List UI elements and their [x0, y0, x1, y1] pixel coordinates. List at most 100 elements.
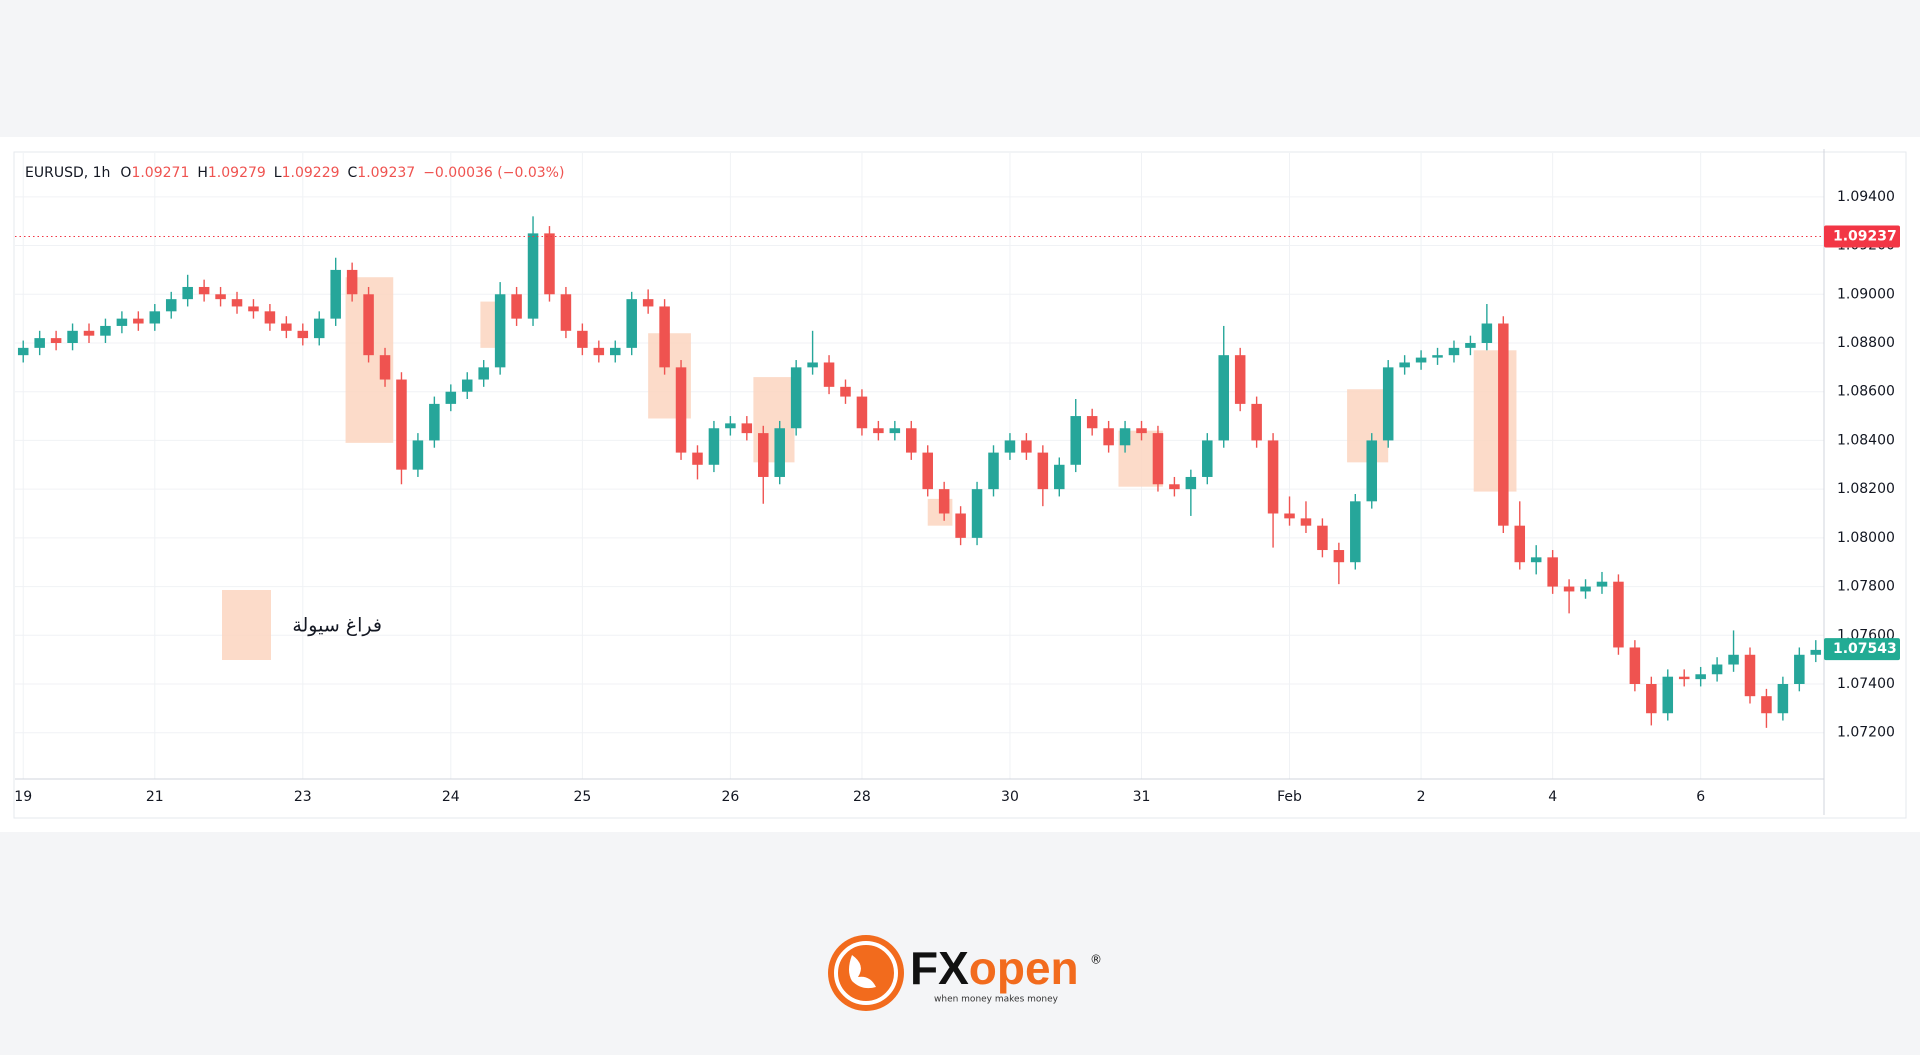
- y-tick-label: 1.08200: [1837, 481, 1895, 497]
- candle-body: [346, 269, 358, 295]
- candle-body: [560, 294, 572, 331]
- candle-body: [807, 362, 818, 368]
- candle-body: [1744, 654, 1756, 697]
- candle-body: [1629, 647, 1641, 685]
- candle-body: [1218, 355, 1230, 441]
- candle-body: [133, 318, 144, 324]
- candle-body: [1284, 513, 1295, 519]
- candle-body: [1037, 452, 1049, 490]
- x-tick-label: 24: [442, 789, 460, 805]
- candle-body: [116, 318, 128, 326]
- candle-body: [1300, 518, 1312, 526]
- candle-body: [1498, 323, 1509, 526]
- ohlc-value: 1.09237: [357, 165, 415, 181]
- candle-body: [231, 299, 243, 307]
- candle-body: [1333, 550, 1345, 563]
- logo-icon: [828, 935, 904, 1011]
- candle-body: [626, 299, 637, 348]
- candle-body: [1530, 557, 1542, 563]
- logo-icon-figure: [849, 955, 876, 989]
- y-tick-label: 1.07200: [1837, 725, 1895, 741]
- legend-label: فراغ سيولة: [292, 615, 382, 637]
- price-label-box: [1824, 638, 1900, 661]
- candle-body: [609, 347, 621, 356]
- candle-body: [1580, 586, 1591, 592]
- candle-body: [922, 452, 933, 490]
- candle-body: [511, 294, 522, 319]
- candle-body: [1613, 581, 1624, 648]
- candle-body: [50, 338, 62, 343]
- candle-body: [1234, 355, 1246, 404]
- y-tick-label: 1.08400: [1837, 432, 1895, 448]
- ohlc-key: C: [348, 165, 358, 181]
- candle-body: [659, 306, 670, 368]
- symbol: EURUSD, 1h: [25, 165, 110, 181]
- candle-body: [971, 489, 983, 538]
- logo-icon-ring: [834, 941, 898, 1005]
- candle-body: [1514, 525, 1526, 563]
- candle-body: [1004, 440, 1016, 453]
- candle-body: [1415, 357, 1427, 363]
- candle-body: [149, 311, 161, 324]
- candle-body: [1448, 347, 1460, 356]
- ohlc-value: 1.09279: [208, 165, 266, 181]
- candle-body: [297, 330, 309, 339]
- candle-body: [396, 379, 407, 470]
- x-tick-label: 26: [721, 789, 739, 805]
- candle-body: [1350, 501, 1361, 563]
- logo-text: FXopen: [910, 942, 1079, 994]
- candle-body: [445, 391, 457, 404]
- y-tick-label: 1.08600: [1837, 384, 1895, 400]
- candle-body: [182, 286, 193, 300]
- candle-body: [1021, 440, 1032, 453]
- candle-body: [1777, 684, 1789, 714]
- header: EURUSD, 1h O1.09271 H1.09279 L1.09229 C1.092…: [25, 165, 564, 181]
- y-tick-label: 1.09000: [1837, 286, 1895, 302]
- candle-body: [1382, 367, 1394, 441]
- candle-body: [461, 379, 473, 392]
- candle-body: [1399, 362, 1410, 368]
- x-tick-label: 4: [1548, 789, 1557, 805]
- candle-body: [1366, 440, 1378, 502]
- candle-body: [1695, 674, 1706, 680]
- candle-body: [1481, 323, 1493, 343]
- y-tick-label: 1.09400: [1837, 189, 1895, 205]
- logo-open: open: [969, 942, 1079, 994]
- candle-body: [1202, 440, 1213, 477]
- candle-body: [823, 362, 835, 387]
- candle-body: [1761, 696, 1772, 714]
- ohlc-value: 1.09229: [282, 165, 340, 181]
- candle-body: [1152, 433, 1164, 485]
- candle-body: [1728, 654, 1739, 665]
- y-tick-label: 1.07800: [1837, 579, 1895, 595]
- candle-body: [938, 489, 950, 514]
- candle-body: [577, 330, 588, 348]
- candle-body: [478, 367, 489, 380]
- candle-body: [494, 294, 506, 368]
- candle-body: [692, 452, 703, 465]
- candle-body: [264, 311, 276, 324]
- ohlc-key: L: [274, 165, 282, 181]
- candle-body: [165, 299, 177, 312]
- candle-body: [1563, 586, 1575, 592]
- ohlc-key: H: [197, 165, 208, 181]
- x-tick-label: 6: [1696, 789, 1705, 805]
- x-tick-label: 28: [853, 789, 871, 805]
- candle-body: [313, 318, 325, 339]
- chart-frame: [13, 151, 1907, 819]
- candle-body: [856, 396, 868, 429]
- x-tick-label: 21: [146, 789, 164, 805]
- candle-body: [955, 513, 966, 538]
- candle-body: [840, 386, 851, 397]
- candle-body: [67, 330, 78, 343]
- x-tick-label: 19: [14, 789, 32, 805]
- candle-body: [790, 367, 802, 429]
- logo-tagline: when money makes money: [934, 995, 1059, 1005]
- candle-body: [889, 428, 901, 434]
- ohlc-key: O: [120, 165, 131, 181]
- candle-body: [1432, 355, 1443, 358]
- y-tick-label: 1.07400: [1837, 676, 1895, 692]
- change: −0.00036 (−0.03%): [423, 165, 564, 181]
- candle-body: [544, 233, 555, 295]
- candle-body: [1646, 684, 1657, 714]
